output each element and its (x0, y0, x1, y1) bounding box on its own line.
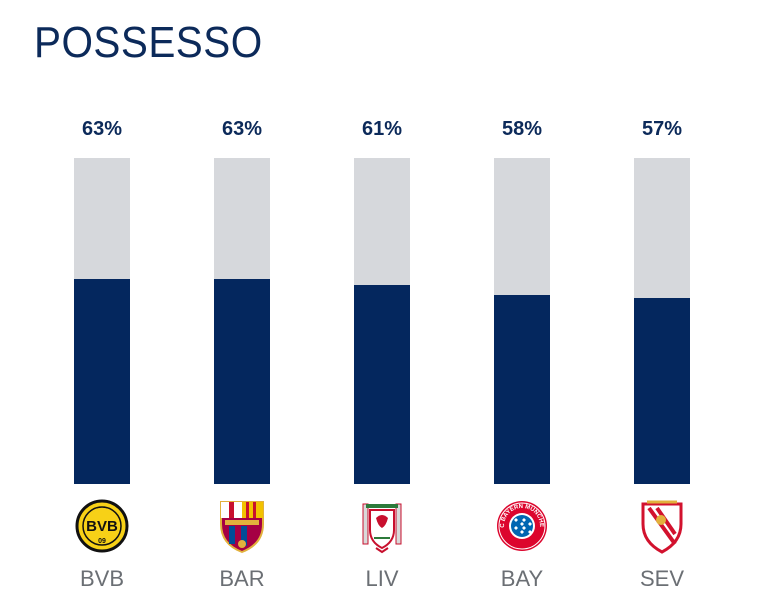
category-label-bay: BAY (500, 566, 544, 591)
bar-sev (634, 298, 690, 484)
bar-bvb (74, 278, 130, 484)
bar-track-liv (354, 158, 410, 484)
barcelona-crest-icon (214, 497, 270, 555)
bar-track-bay (494, 158, 550, 484)
bar-liv (354, 285, 410, 484)
bar-track-bar (214, 158, 270, 484)
bvb-crest-text: BVB (86, 518, 118, 535)
category-label-sev: SEV (639, 566, 685, 591)
category-label-liv: LIV (365, 566, 399, 591)
bayern-crest-icon: FC BAYERN MÜNCHEN (494, 497, 550, 555)
category-label-bar: BAR (219, 566, 265, 591)
chart-title: POSSESSO (34, 18, 263, 67)
bar-track-sev (634, 158, 690, 484)
bar-bar (214, 278, 270, 484)
sevilla-crest-icon (634, 497, 690, 555)
data-label-sev: 57% (641, 118, 683, 140)
data-label-bvb: 63% (81, 118, 123, 140)
liverpool-crest-icon (354, 497, 410, 555)
category-label-bvb: BVB (79, 566, 125, 591)
bar-track-bvb (74, 158, 130, 484)
data-label-bar: 63% (221, 118, 263, 140)
bvb-crest-icon: BVB 09 (74, 497, 130, 555)
bar-bay (494, 294, 550, 484)
bvb-crest-number: 09 (98, 538, 106, 545)
data-label-bay: 58% (501, 118, 543, 140)
data-label-liv: 61% (361, 118, 403, 140)
